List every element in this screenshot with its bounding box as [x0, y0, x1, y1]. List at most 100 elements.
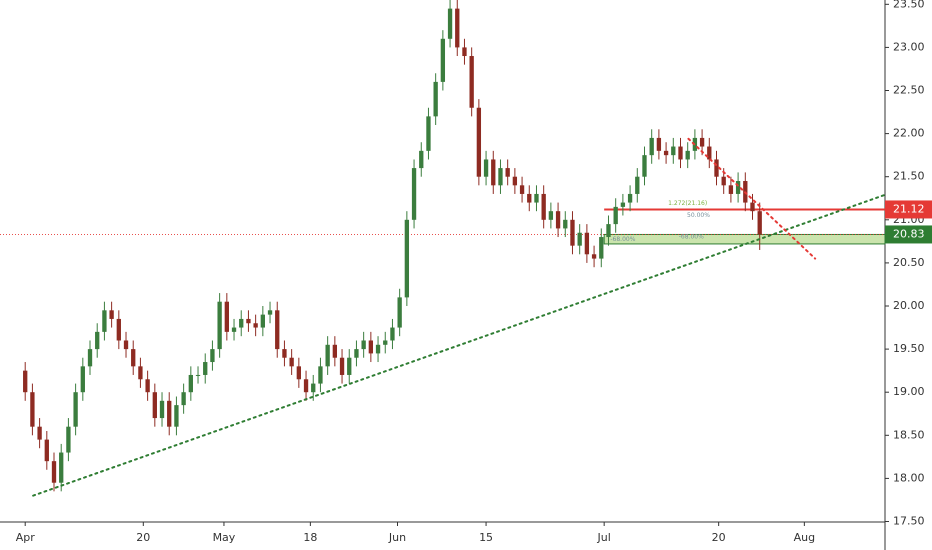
candle-body	[347, 357, 352, 375]
candle-body	[426, 116, 431, 151]
candle-body	[678, 146, 683, 160]
candle-body	[606, 224, 611, 238]
candle-body	[59, 452, 64, 483]
candle-body	[714, 159, 719, 177]
candle-body	[145, 379, 150, 393]
candle-body	[181, 392, 186, 406]
candle-body	[131, 349, 136, 367]
candle-body	[73, 392, 78, 427]
price-label-bg	[885, 225, 932, 244]
y-tick-label: 18.00	[893, 471, 925, 484]
candle-body	[563, 219, 568, 229]
candle-body	[44, 439, 49, 462]
price-label: 21.12	[893, 202, 925, 215]
candle-body	[419, 150, 424, 169]
y-tick-label: 21.50	[893, 170, 925, 183]
y-tick-label: 19.50	[893, 342, 925, 355]
candle-body	[195, 374, 201, 376]
candle-body	[37, 426, 42, 440]
candle-body	[527, 193, 532, 203]
x-tick-label: Apr	[16, 531, 36, 544]
candle-body	[260, 314, 265, 328]
x-tick-label: 20	[136, 531, 150, 544]
candle-body	[584, 232, 590, 255]
x-tick-label: Jul	[597, 531, 611, 544]
y-tick-label: 19.00	[893, 385, 925, 398]
candle-body	[253, 323, 258, 328]
fib-label: -68.00%	[679, 234, 704, 241]
candle-body	[23, 370, 28, 393]
candle-body	[570, 219, 575, 246]
candle-body	[368, 340, 374, 354]
candle-body	[361, 340, 366, 350]
candle-body	[757, 211, 762, 235]
candle-body	[613, 206, 618, 225]
candle-body	[577, 232, 582, 246]
candle-body	[138, 366, 143, 380]
candle-body	[296, 366, 302, 380]
candle-body	[224, 301, 229, 332]
candle-body	[699, 137, 705, 147]
fib-label: 1.272(21.16)	[668, 200, 707, 207]
candle-body	[66, 426, 71, 453]
candle-body	[685, 150, 690, 160]
fib-label: 50.00%	[687, 212, 710, 219]
trendline	[32, 193, 886, 497]
candle-body	[555, 211, 561, 229]
candle-body	[735, 181, 741, 194]
candle-body	[375, 344, 381, 354]
price-label: 20.83	[893, 227, 925, 240]
candle-body	[440, 38, 446, 82]
y-tick-label: 20.00	[893, 299, 925, 312]
candle-body	[188, 374, 193, 393]
candle-body	[462, 47, 467, 57]
candle-body	[174, 405, 179, 427]
candle-body	[656, 137, 662, 151]
candle-body	[649, 137, 654, 156]
price-label-bg	[885, 200, 932, 219]
candle-body	[210, 349, 215, 363]
zone	[603, 233, 886, 245]
candle-body	[541, 193, 546, 220]
candle-body	[750, 202, 755, 212]
candle-body	[534, 193, 539, 203]
candle-body	[627, 193, 633, 203]
y-tick-label: 22.00	[893, 127, 925, 140]
candle-body	[476, 107, 482, 177]
candle-body	[109, 310, 114, 319]
candle-body	[491, 159, 496, 186]
y-tick-label: 18.50	[893, 428, 925, 441]
candle-body	[548, 211, 554, 220]
x-tick-label: 20	[712, 531, 726, 544]
candle-body	[721, 176, 726, 186]
candle-body	[217, 301, 222, 350]
candle-body	[275, 310, 280, 350]
x-tick-label: 18	[303, 531, 317, 544]
y-tick-label: 23.00	[893, 40, 925, 53]
candle-body	[80, 366, 85, 393]
candle-body	[635, 176, 640, 194]
candle-body	[267, 310, 273, 315]
candle-body	[289, 357, 294, 367]
candle-body	[282, 349, 287, 358]
candle-body	[447, 8, 453, 39]
candle-body	[332, 344, 338, 358]
candle-body	[411, 168, 417, 220]
candle-body	[51, 461, 57, 483]
y-tick-label: 22.50	[893, 84, 925, 97]
candle-body	[311, 383, 316, 393]
candle-body	[707, 146, 712, 160]
trendline	[687, 137, 817, 260]
candle-body	[167, 400, 172, 427]
candle-body	[246, 318, 251, 324]
candle-body	[203, 362, 208, 375]
candle-body	[303, 379, 309, 393]
x-tick-label: May	[213, 531, 236, 544]
candle-body	[455, 8, 460, 48]
candle-body	[433, 81, 438, 117]
candle-body	[239, 318, 244, 328]
candle-body	[231, 327, 237, 332]
candle-body	[642, 155, 647, 177]
x-tick-label: Jun	[388, 531, 406, 544]
